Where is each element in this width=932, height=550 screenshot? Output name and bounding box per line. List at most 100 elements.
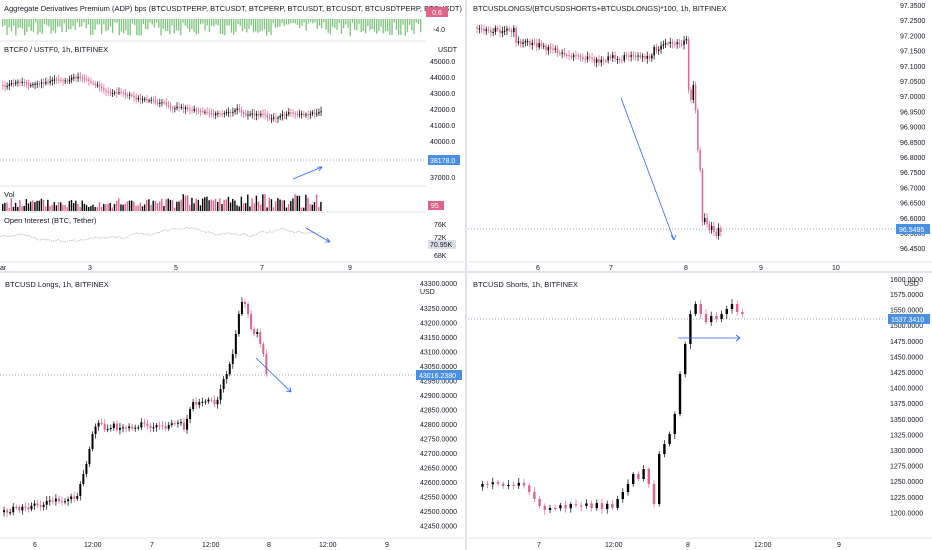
candle-body [62,80,64,82]
candle-body [33,503,36,506]
oi-trend-arrow[interactable] [305,227,331,243]
chart-panel-bottom-left[interactable]: BTCUSD Longs, 1h, BITFINEX 43300.0000 US… [0,274,464,550]
volume-bar [98,202,101,211]
candle-body [313,112,316,114]
candle-body [694,85,697,110]
adp-bar [402,19,404,25]
x-tick: 8 [686,542,690,549]
long-short-ratio-chart[interactable]: BTCUSDLONGS/(BTCUSDSHORTS+BTCUSDLONGS)*1… [468,0,932,270]
candle-body [513,27,515,33]
candle-body [2,85,4,86]
adp-bar [17,19,19,29]
volume-bars [2,194,322,211]
candle-body [66,80,69,82]
chart-panel-top-left[interactable]: Aggregate Derivatives Premium (ADP) bps … [0,0,464,270]
volume-bar [268,197,270,211]
candle-body [146,98,148,101]
trend-arrow[interactable] [255,357,292,393]
adp-bar [318,19,321,26]
adp-bar [43,19,46,25]
adp-bar [387,19,389,31]
adp-bar [92,19,94,35]
axis-tick-label: 43250.0000 [420,306,457,313]
volume-bar [83,203,86,211]
volume-bar [124,203,126,211]
volume-bar [247,194,249,211]
candle-body [637,474,640,479]
price-candles [3,297,268,518]
axis-tick-label: 96.5000 [900,231,925,238]
candle-body [628,55,630,57]
pane-divider-vertical[interactable] [465,0,467,550]
axis-tick-label: 96.9000 [900,125,925,132]
btcusd-longs-chart[interactable]: BTCUSD Longs, 1h, BITFINEX 43300.0000 US… [0,274,464,550]
volume-bar [90,206,92,211]
axis-tick-label: 97.3500 [900,3,925,10]
volume-bar [277,198,279,211]
axis-tick-label: 1325.0000 [890,432,923,439]
candle-body [155,425,158,428]
x-tick: 9 [385,542,389,549]
adp-bar [349,19,351,36]
volume-bar [184,195,187,211]
candle-body [689,314,692,344]
candle-body [58,79,60,81]
candle-body [167,105,170,107]
chart-panel-bottom-right[interactable]: BTCUSD Shorts, 1h, BITFINEX 1600.0000 US… [468,274,932,550]
candle-body [681,44,683,46]
candle-body [172,107,174,109]
candle-body [277,117,279,119]
adp-bar [24,19,26,36]
candle-body [116,92,118,94]
x-tick: 7 [537,542,541,549]
axis-tick-label: 42000.0 [430,107,455,114]
candle-body [42,504,45,507]
open-interest-line [0,227,321,243]
candle-body [125,427,128,429]
btcusd-shorts-chart[interactable]: BTCUSD Shorts, 1h, BITFINEX 1600.0000 US… [468,274,932,550]
candle-body [556,48,559,53]
trend-arrow[interactable] [292,166,323,180]
candle-body [485,29,487,32]
adp-bar [285,19,288,25]
volume-bar [236,205,238,211]
candle-body [296,113,299,115]
volume-bar [214,198,217,211]
pane-divider-horizontal[interactable] [0,271,932,273]
candle-body [208,112,210,114]
candle-body [82,474,85,484]
candle-body [577,55,579,57]
adp-bar [114,19,116,23]
adp-bar [391,19,393,36]
volume-bar [298,195,301,211]
adp-bar [327,19,329,33]
adp-bar [186,19,189,29]
candle-body [86,79,88,81]
axis-tick-label: 96.6500 [900,201,925,208]
axis-tick-label: 41000.0 [430,123,455,130]
candle-body [51,79,53,81]
vol-tag-label: 95 [431,203,439,210]
volume-bar [154,201,157,211]
adp-bar [266,19,268,36]
axis-tick-label: 1250.0000 [890,479,923,486]
axis-tick-label: 42450.0000 [420,524,457,531]
price-tag [416,370,462,380]
candle-body [554,508,557,509]
candle-body [12,82,15,84]
adp-bar [351,19,354,23]
candle-body [30,85,32,87]
volume-bar [131,200,133,211]
btcf0-multi-chart[interactable]: Aggregate Derivatives Premium (ADP) bps … [0,0,464,270]
candle-body [231,354,234,364]
chart-title: BTCUSD Longs, 1h, BITFINEX [5,280,109,289]
chart-panel-top-right[interactable]: BTCUSDLONGS/(BTCUSDSHORTS+BTCUSDLONGS)*1… [468,0,932,270]
candle-body [212,113,215,116]
adp-bar [360,19,362,33]
volume-bar [279,199,281,211]
candle-body [586,56,589,60]
arrow-head-icon [670,234,677,241]
candle-body [611,503,614,508]
adp-bar [112,19,114,33]
trend-arrow[interactable] [620,97,675,241]
